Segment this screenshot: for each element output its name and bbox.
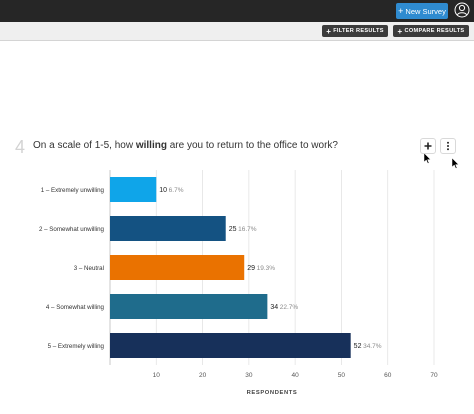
- mouse-cursor-icon: [424, 153, 432, 164]
- question-title: On a scale of 1-5, how willing are you t…: [33, 140, 338, 151]
- x-tick-label: 50: [338, 372, 346, 379]
- plus-icon: +: [398, 5, 404, 16]
- percent-label: 22.7%: [280, 304, 299, 311]
- value-label: 52: [354, 343, 362, 350]
- category-label: 3 – Neutral: [74, 265, 104, 272]
- x-tick-label: 20: [199, 372, 207, 379]
- bar: [110, 255, 245, 280]
- bar: [110, 294, 268, 319]
- x-tick-label: 60: [384, 372, 392, 379]
- top-navigation-bar: + New Survey: [0, 0, 474, 22]
- bar: [110, 216, 226, 241]
- x-axis-title: RESPONDENTS: [247, 390, 298, 396]
- bar: [110, 177, 157, 202]
- value-label: 34: [270, 304, 278, 311]
- x-tick-label: 10: [153, 372, 161, 379]
- question-text-before: On a scale of 1-5, how: [33, 140, 136, 151]
- new-survey-button[interactable]: + New Survey: [396, 3, 448, 19]
- mouse-cursor-icon: [452, 158, 460, 169]
- value-label: 10: [159, 187, 167, 194]
- x-tick-label: 70: [430, 372, 438, 379]
- plus-icon: [424, 142, 432, 150]
- value-label: 29: [247, 265, 255, 272]
- filter-results-label: FILTER RESULTS: [333, 28, 384, 34]
- category-label: 2 – Somewhat unwilling: [39, 226, 105, 233]
- question-text-bold: willing: [135, 140, 167, 151]
- category-label: 5 – Extremely willing: [48, 343, 105, 350]
- compare-results-button[interactable]: + COMPARE RESULTS: [393, 25, 469, 37]
- plus-icon: +: [397, 26, 403, 36]
- value-label: 25: [229, 226, 237, 233]
- x-tick-label: 30: [245, 372, 253, 379]
- results-toolbar: + FILTER RESULTS + COMPARE RESULTS: [0, 22, 474, 41]
- percent-label: 16.7%: [238, 226, 257, 233]
- percent-label: 6.7%: [169, 187, 184, 194]
- bar: [110, 333, 351, 358]
- plus-icon: +: [326, 26, 332, 36]
- user-circle-icon[interactable]: [454, 2, 470, 18]
- question-options-button[interactable]: [440, 138, 456, 154]
- compare-results-label: COMPARE RESULTS: [404, 28, 465, 34]
- add-to-report-button[interactable]: [420, 138, 436, 154]
- percent-label: 19.3%: [257, 265, 276, 272]
- vertical-dots-icon: [447, 141, 449, 151]
- x-tick-label: 40: [292, 372, 300, 379]
- percent-label: 34.7%: [363, 343, 382, 350]
- category-label: 4 – Somewhat willing: [46, 304, 105, 311]
- question-text-after: are you to return to the office to work?: [166, 140, 338, 151]
- category-label: 1 – Extremely unwilling: [41, 187, 105, 194]
- filter-results-button[interactable]: + FILTER RESULTS: [322, 25, 388, 37]
- question-number: 4: [15, 137, 26, 157]
- new-survey-label: New Survey: [405, 6, 446, 16]
